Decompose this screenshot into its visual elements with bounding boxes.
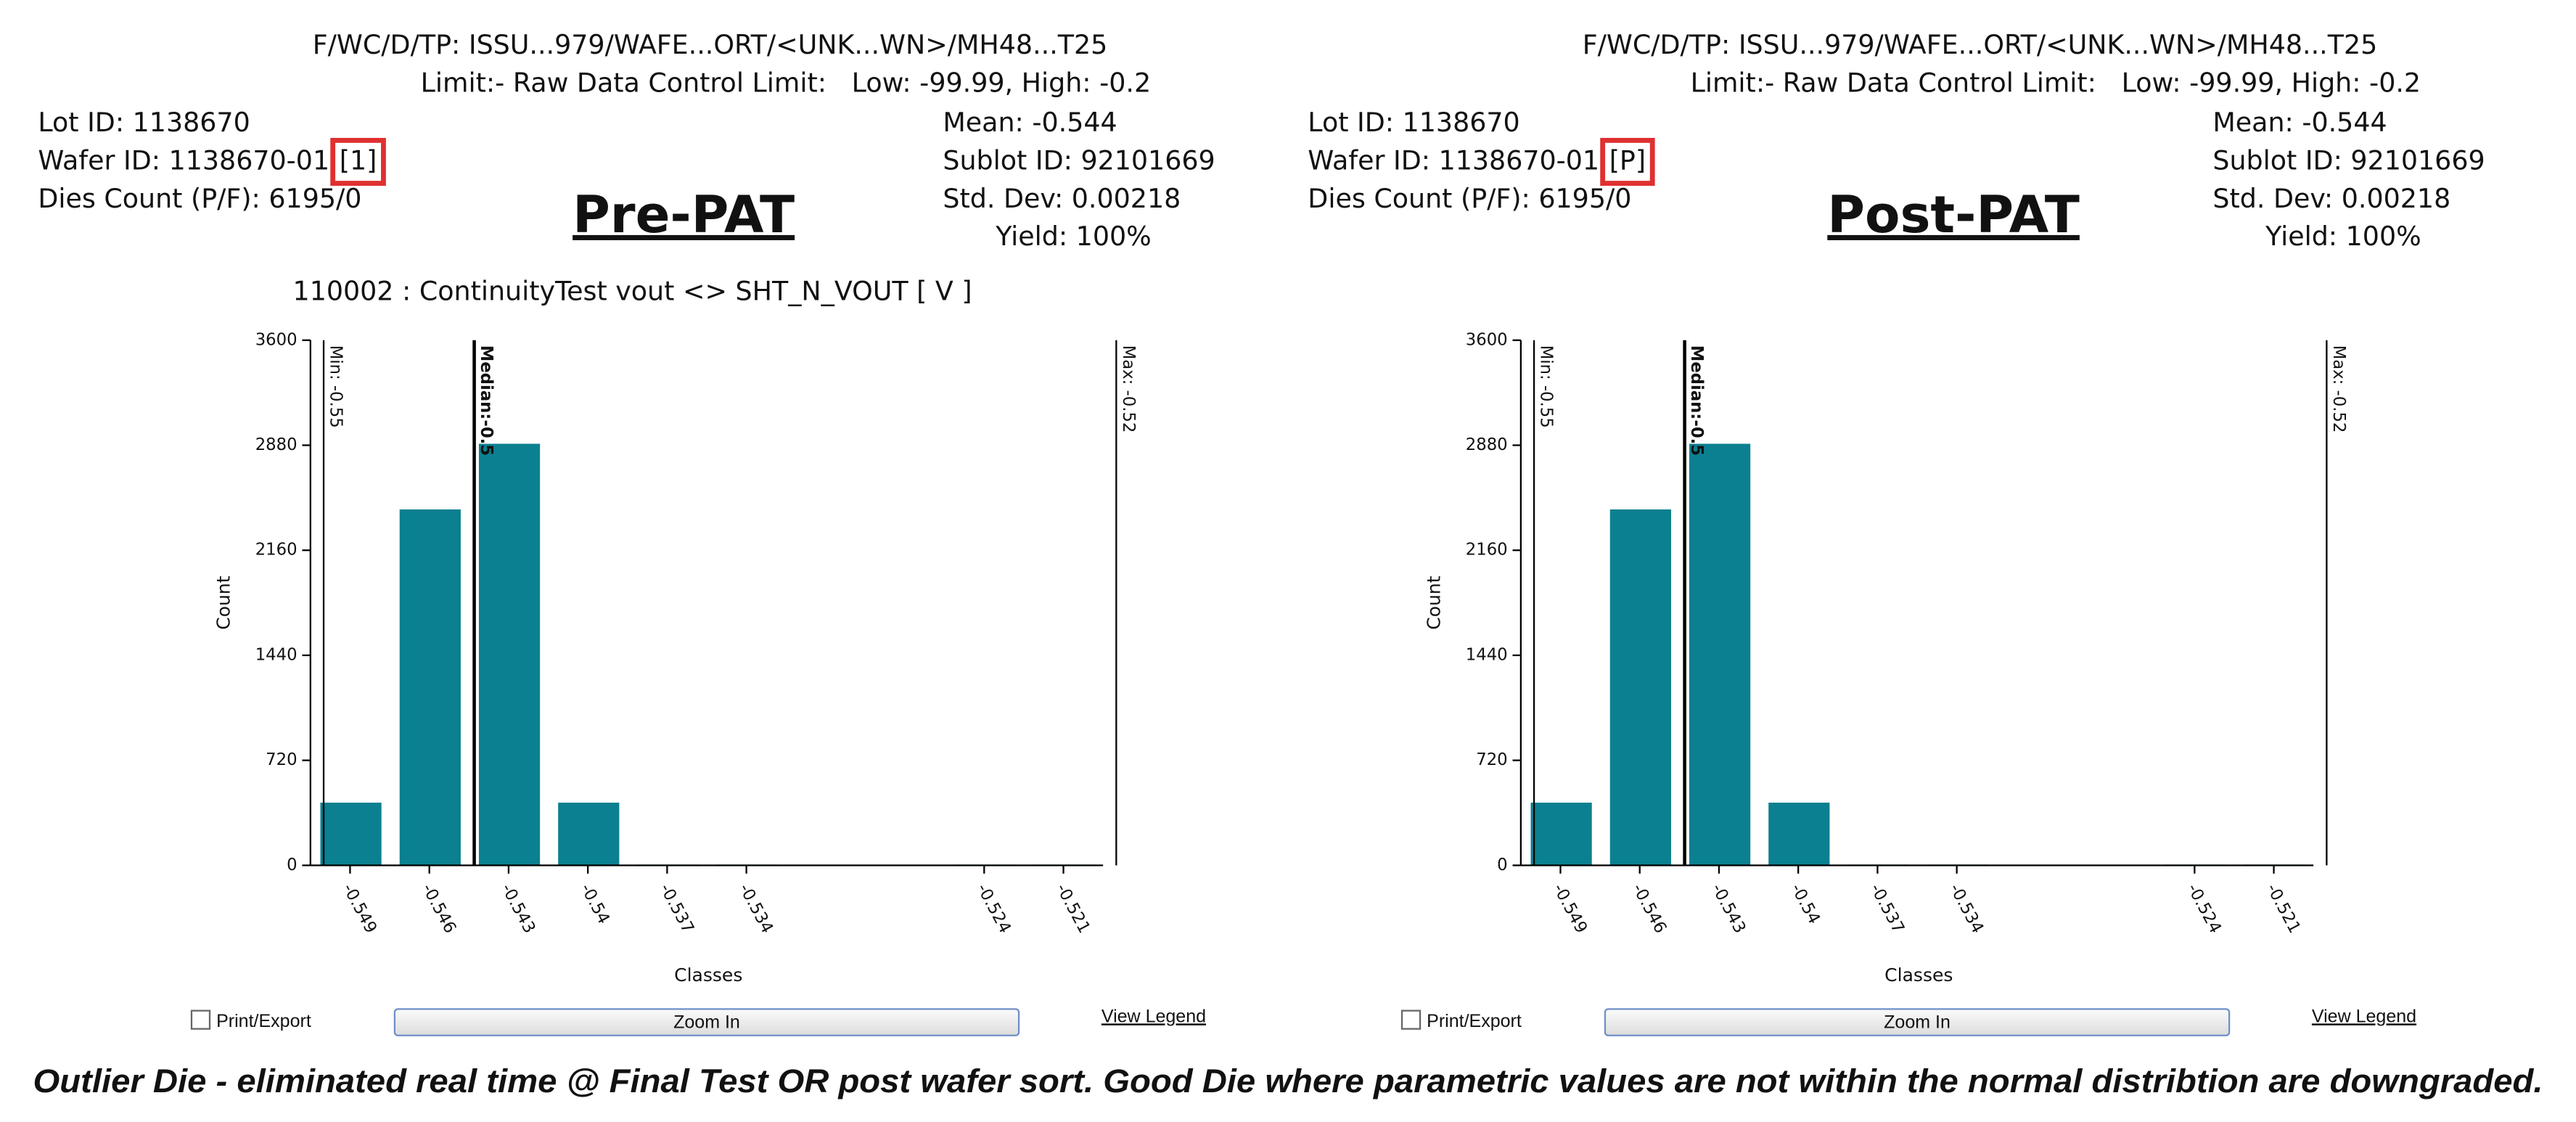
y-axis-label: Count [213, 576, 234, 629]
x-axis-label: Classes [674, 965, 742, 986]
y-tick-label: 2160 [255, 541, 298, 560]
histogram: 110002 : ContinuityTest vout <> SHT_N_VO… [213, 275, 1137, 986]
print-export-checkbox[interactable] [1400, 1010, 1422, 1030]
x-tick-label: -0.543 [1707, 880, 1749, 936]
caption: Outlier Die - eliminated real time @ Fin… [33, 1062, 2543, 1100]
x-tick-label: -0.537 [1866, 880, 1908, 936]
print-export-label: Print/Export [216, 1011, 311, 1031]
wafer-tag-highlight [1600, 138, 1655, 186]
histogram: 0 720 1440 2160 2880 3600 Count Classes -0.549 -0… [1424, 330, 2348, 986]
y-tick-label: 0 [287, 856, 297, 875]
zoom-in-button[interactable] [1604, 1008, 2231, 1036]
bar [1530, 802, 1592, 866]
yield: Yield: 100% [995, 221, 1152, 252]
marker-label: Min: -0.55 [1536, 345, 1555, 428]
y-tick-label: 3600 [1466, 330, 1508, 349]
y-axis-label: Count [1424, 576, 1445, 629]
wafer-id: Wafer ID: 1138670-01 [1308, 145, 1599, 176]
x-tick-label: -0.524 [2183, 880, 2225, 936]
x-tick-label: -0.537 [656, 880, 697, 936]
bar [399, 509, 461, 866]
x-tick-label: -0.534 [1945, 880, 1987, 936]
panel-heading: Post-PAT [1827, 185, 2080, 245]
x-tick-label: -0.54 [1787, 880, 1824, 927]
marker-label: Median:-0.5 [1687, 345, 1706, 456]
y-tick-label: 720 [1476, 750, 1507, 769]
x-tick-label: -0.546 [1628, 880, 1670, 936]
y-tick-label: 2880 [255, 435, 298, 454]
sublot-id: Sublot ID: 92101669 [2212, 145, 2485, 176]
sublot-id: Sublot ID: 92101669 [943, 145, 1215, 176]
bar [558, 802, 620, 866]
mean: Mean: -0.544 [943, 107, 1117, 138]
panel-heading: Pre-PAT [573, 185, 795, 245]
y-tick-label: 2160 [1466, 541, 1508, 560]
limit-line: Limit:- Raw Data Control Limit: Low: -99… [1691, 67, 2421, 99]
bar [1609, 509, 1671, 866]
y-tick-label: 2880 [1466, 435, 1508, 454]
x-tick-label: -0.549 [339, 880, 380, 936]
zoom-in-button[interactable] [393, 1008, 1020, 1036]
yield: Yield: 100% [2265, 221, 2421, 252]
dies-count: Dies Count (P/F): 6195/0 [38, 183, 361, 214]
marker-label: Max: -0.52 [1119, 345, 1138, 433]
wafer-tag: [P] [1609, 145, 1646, 176]
bar [320, 802, 382, 866]
wafer-tag-highlight [330, 138, 386, 186]
y-tick-label: 0 [1497, 856, 1507, 875]
bar [1689, 443, 1751, 866]
view-legend-link[interactable]: View Legend [2312, 1006, 2416, 1026]
x-tick-label: -0.521 [2263, 880, 2304, 936]
marker-label: Max: -0.52 [2329, 345, 2348, 433]
wafer-tag: [1] [340, 145, 377, 176]
mean: Mean: -0.544 [2212, 107, 2387, 138]
x-tick-label: -0.543 [497, 880, 538, 936]
zoom-in-label: Zoom In [673, 1012, 740, 1032]
std-dev: Std. Dev: 0.00218 [943, 183, 1181, 214]
x-tick-label: -0.546 [418, 880, 459, 936]
chart-title: 110002 : ContinuityTest vout <> SHT_N_VO… [293, 275, 972, 306]
x-tick-label: -0.54 [577, 880, 614, 927]
wafer-id: Wafer ID: 1138670-01 [38, 145, 329, 176]
x-tick-label: -0.521 [1052, 880, 1094, 936]
y-tick-label: 3600 [255, 330, 298, 349]
limit-line: Limit:- Raw Data Control Limit: Low: -99… [421, 67, 1151, 99]
x-axis-label: Classes [1884, 965, 1953, 986]
lot-id: Lot ID: 1138670 [38, 107, 250, 138]
x-tick-label: -0.524 [973, 880, 1014, 936]
y-tick-label: 720 [266, 750, 297, 769]
y-tick-label: 1440 [255, 645, 298, 664]
lot-id: Lot ID: 1138670 [1308, 107, 1519, 138]
x-tick-label: -0.534 [735, 880, 776, 936]
path-line: F/WC/D/TP: ISSU...979/WAFE...ORT/<UNK...… [1583, 29, 2378, 60]
marker-label: Min: -0.55 [326, 345, 345, 428]
y-tick-label: 1440 [1466, 645, 1508, 664]
view-legend-link[interactable]: View Legend [1102, 1006, 1206, 1026]
print-export-label: Print/Export [1427, 1011, 1522, 1031]
bar [1768, 802, 1830, 866]
x-tick-label: -0.549 [1549, 880, 1591, 936]
bar [478, 443, 541, 866]
std-dev: Std. Dev: 0.00218 [2212, 183, 2450, 214]
print-export-checkbox[interactable] [190, 1010, 211, 1030]
path-line: F/WC/D/TP: ISSU...979/WAFE...ORT/<UNK...… [313, 29, 1108, 60]
zoom-in-label: Zoom In [1884, 1012, 1951, 1032]
marker-label: Median:-0.5 [477, 345, 496, 456]
dies-count: Dies Count (P/F): 6195/0 [1308, 183, 1631, 214]
